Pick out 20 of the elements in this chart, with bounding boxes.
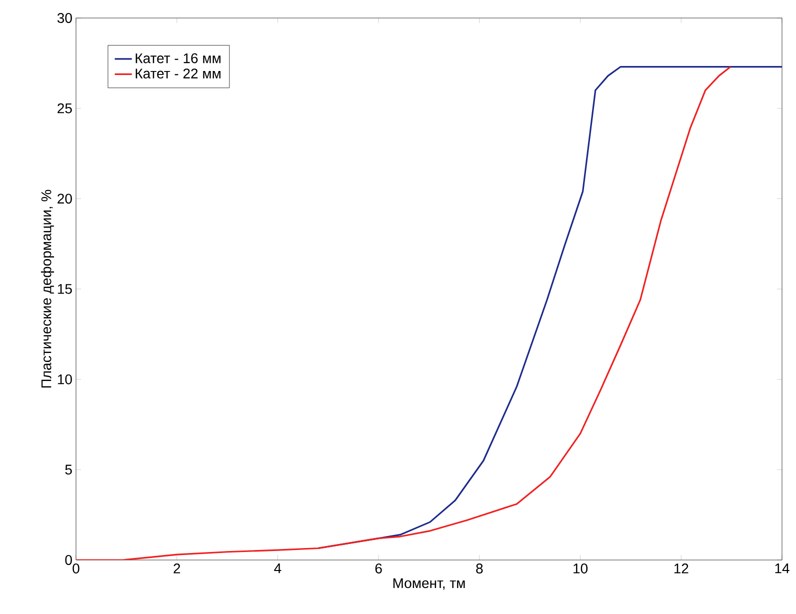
legend-label: Катет - 22 мм <box>136 68 220 78</box>
x-tick-label: 10 <box>574 564 588 574</box>
x-axis-title: Момент, тм <box>393 578 465 590</box>
y-tick-label: 15 <box>58 284 72 294</box>
x-tick-label: 6 <box>375 564 382 574</box>
y-tick-label: 10 <box>58 374 72 384</box>
x-tick-label: 12 <box>674 564 688 574</box>
line-series <box>76 66 732 560</box>
x-tick-label: 4 <box>274 564 282 574</box>
y-tick-label: 5 <box>65 464 72 475</box>
y-tick-label: 30 <box>57 13 72 23</box>
legend-label: Катет - 16 мм <box>136 53 220 64</box>
x-tick-label: 0 <box>72 564 80 574</box>
y-tick-label: 20 <box>58 194 72 204</box>
x-tick-label: 14 <box>775 564 790 574</box>
y-axis-title: Пластические деформации, % <box>40 190 54 388</box>
x-tick-label: 8 <box>476 564 483 574</box>
y-tick-label: 25 <box>58 103 72 114</box>
y-tick-label: 0 <box>65 555 72 565</box>
x-tick-label: 2 <box>174 564 180 574</box>
